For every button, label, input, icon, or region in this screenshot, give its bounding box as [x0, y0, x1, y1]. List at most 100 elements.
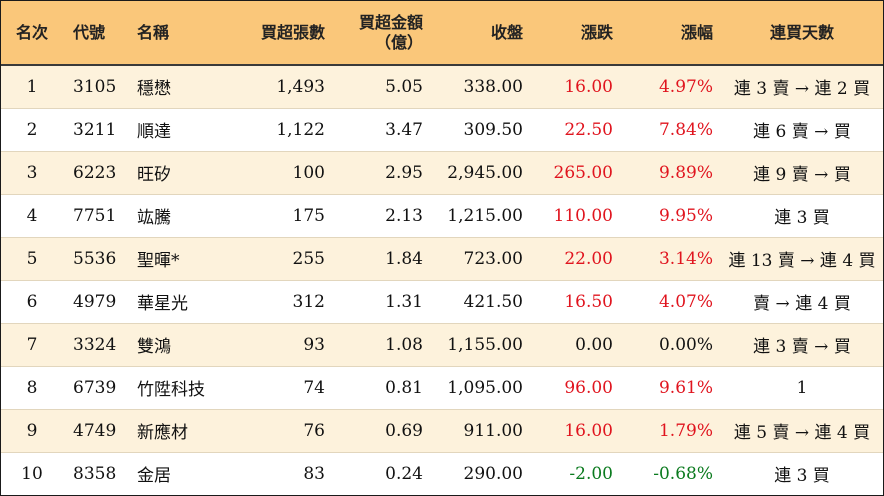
net-buy-lots-cell: 100: [233, 150, 333, 194]
header-change-pct: 漲幅: [680, 22, 713, 42]
table-row[interactable]: 7 3324 雙鴻 93 1.08 1,155.00 0.00 0.00% 連 3 賣 → 買: [1, 322, 883, 366]
name-cell: 新應材: [123, 408, 233, 452]
change-cell: 16.00: [531, 408, 621, 452]
close-price-cell: 2,945.00: [431, 150, 531, 194]
rank-cell: 9: [1, 408, 63, 452]
change-cell: 22.00: [531, 236, 621, 280]
change-pct-cell: -0.68%: [621, 451, 721, 495]
consecutive-days-cell: 連 3 買: [721, 451, 883, 495]
net-buy-lots-cell: 255: [233, 236, 333, 280]
change-pct-cell: 4.97%: [621, 64, 721, 108]
change-pct-cell: 4.07%: [621, 279, 721, 323]
name-cell: 竹陞科技: [123, 365, 233, 409]
name-cell: 金居: [123, 451, 233, 495]
change-pct-cell: 3.14%: [621, 236, 721, 280]
code-cell: 6223: [63, 150, 123, 194]
net-buy-amount-cell: 1.84: [333, 236, 431, 280]
close-price-cell: 309.50: [431, 107, 531, 151]
name-cell: 聖暉*: [123, 236, 233, 280]
consecutive-days-cell: 連 3 賣 → 連 2 買: [721, 64, 883, 108]
net-buy-lots-cell: 76: [233, 408, 333, 452]
table-row[interactable]: 2 3211 順達 1,122 3.47 309.50 22.50 7.84% 連 6 賣 → …: [1, 107, 883, 151]
close-price-cell: 421.50: [431, 279, 531, 323]
header-rank: 名次: [15, 22, 48, 42]
change-cell: 110.00: [531, 193, 621, 237]
header-consecutive-days: 連買天數: [769, 22, 834, 42]
table-row[interactable]: 8 6739 竹陞科技 74 0.81 1,095.00 96.00 9.61% 1: [1, 365, 883, 409]
rank-cell: 3: [1, 150, 63, 194]
close-price-cell: 723.00: [431, 236, 531, 280]
change-pct-cell: 1.79%: [621, 408, 721, 452]
rank-cell: 4: [1, 193, 63, 237]
header-amount-line2: （億）: [374, 32, 423, 52]
code-cell: 3324: [63, 322, 123, 366]
close-price-cell: 911.00: [431, 408, 531, 452]
header-code: 代號: [73, 22, 106, 42]
code-cell: 8358: [63, 451, 123, 495]
close-price-cell: 290.00: [431, 451, 531, 495]
change-cell: 265.00: [531, 150, 621, 194]
net-buy-amount-cell: 1.08: [333, 322, 431, 366]
code-cell: 7751: [63, 193, 123, 237]
change-pct-cell: 9.61%: [621, 365, 721, 409]
header-change: 漲跌: [580, 22, 613, 42]
consecutive-days-cell: 連 3 買: [721, 193, 883, 237]
change-cell: 0.00: [531, 322, 621, 366]
name-cell: 雙鴻: [123, 322, 233, 366]
table-row[interactable]: 4 7751 竑騰 175 2.13 1,215.00 110.00 9.95% 連 3 買: [1, 193, 883, 237]
close-price-cell: 1,095.00: [431, 365, 531, 409]
net-buy-lots-cell: 1,122: [233, 107, 333, 151]
net-buy-amount-cell: 2.95: [333, 150, 431, 194]
rank-cell: 1: [1, 64, 63, 108]
change-cell: 22.50: [531, 107, 621, 151]
code-cell: 4979: [63, 279, 123, 323]
net-buy-lots-cell: 312: [233, 279, 333, 323]
change-cell: -2.00: [531, 451, 621, 495]
net-buy-amount-cell: 0.81: [333, 365, 431, 409]
consecutive-days-cell: 1: [721, 365, 883, 409]
net-buy-amount-cell: 0.69: [333, 408, 431, 452]
table-row[interactable]: 10 8358 金居 83 0.24 290.00 -2.00 -0.68% 連 3 買: [1, 451, 883, 495]
header-amount-line1: 買超金額: [358, 12, 423, 32]
change-pct-cell: 0.00%: [621, 322, 721, 366]
consecutive-days-cell: 連 3 賣 → 買: [721, 322, 883, 366]
net-buy-amount-cell: 0.24: [333, 451, 431, 495]
header-net-buy-lots: 買超張數: [260, 22, 325, 42]
consecutive-days-cell: 連 6 賣 → 買: [721, 107, 883, 151]
consecutive-days-cell: 連 5 賣 → 連 4 買: [721, 408, 883, 452]
table-row[interactable]: 3 6223 旺矽 100 2.95 2,945.00 265.00 9.89% 連 9 賣 →…: [1, 150, 883, 194]
change-pct-cell: 9.95%: [621, 193, 721, 237]
table-row[interactable]: 5 5536 聖暉* 255 1.84 723.00 22.00 3.14% 連 13 賣 → …: [1, 236, 883, 280]
code-cell: 4749: [63, 408, 123, 452]
rank-cell: 10: [1, 451, 63, 495]
rank-cell: 6: [1, 279, 63, 323]
rank-cell: 7: [1, 322, 63, 366]
net-buy-amount-cell: 3.47: [333, 107, 431, 151]
close-price-cell: 338.00: [431, 64, 531, 108]
table-row[interactable]: 1 3105 穩懋 1,493 5.05 338.00 16.00 4.97% 連 3 賣 → …: [1, 64, 883, 108]
code-cell: 5536: [63, 236, 123, 280]
table-body: 1 3105 穩懋 1,493 5.05 338.00 16.00 4.97% 連 3 賣 → …: [1, 64, 883, 495]
net-buy-lots-cell: 83: [233, 451, 333, 495]
table-row[interactable]: 6 4979 華星光 312 1.31 421.50 16.50 4.07% 賣 → 連 4 買: [1, 279, 883, 323]
rank-cell: 2: [1, 107, 63, 151]
net-buy-lots-cell: 175: [233, 193, 333, 237]
code-cell: 3105: [63, 64, 123, 108]
net-buy-amount-cell: 2.13: [333, 193, 431, 237]
table-row[interactable]: 9 4749 新應材 76 0.69 911.00 16.00 1.79% 連 5 賣 → 連 …: [1, 408, 883, 452]
header-close: 收盤: [490, 22, 523, 42]
change-pct-cell: 7.84%: [621, 107, 721, 151]
code-cell: 6739: [63, 365, 123, 409]
net-buy-lots-cell: 1,493: [233, 64, 333, 108]
consecutive-days-cell: 連 13 賣 → 連 4 買: [721, 236, 883, 280]
change-cell: 96.00: [531, 365, 621, 409]
name-cell: 穩懋: [123, 64, 233, 108]
header-net-buy-amount: 買超金額 （億）: [333, 1, 431, 65]
rank-cell: 5: [1, 236, 63, 280]
net-buy-lots-cell: 74: [233, 365, 333, 409]
header-name: 名稱: [137, 22, 170, 42]
close-price-cell: 1,215.00: [431, 193, 531, 237]
rank-cell: 8: [1, 365, 63, 409]
net-buy-amount-cell: 5.05: [333, 64, 431, 108]
